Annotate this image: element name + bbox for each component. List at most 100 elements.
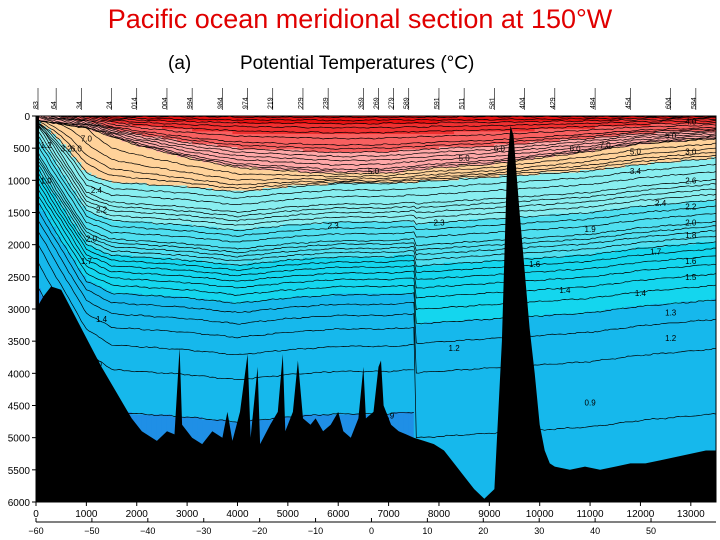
temperature-cell (302, 152, 309, 174)
contour-label: 0.9 (383, 411, 395, 420)
temperature-cell (494, 116, 501, 122)
temperature-cell (272, 260, 279, 300)
temperature-cell (398, 134, 405, 151)
temperature-cell (464, 131, 470, 148)
isotherm-line (36, 121, 716, 199)
temperature-cell (353, 293, 359, 416)
temperature-cell (348, 123, 354, 135)
temperature-cell (101, 288, 108, 405)
temperature-cell (499, 162, 506, 176)
temperature-cell (595, 116, 601, 122)
isotherm-line (88, 116, 716, 125)
temperature-cell (585, 121, 591, 130)
temperature-cell (282, 134, 289, 151)
temperature-cell (605, 149, 611, 169)
temperature-cell (529, 116, 536, 122)
temperature-cell (146, 296, 153, 416)
temperature-cell (444, 262, 450, 323)
contour-label: 4.0 (685, 117, 697, 126)
temperature-cell (313, 152, 319, 174)
temperature-cell (161, 121, 168, 130)
temperature-cell (504, 121, 511, 133)
temperature-cell (489, 260, 495, 320)
temperature-cell (51, 226, 57, 318)
temperature-cell (554, 257, 561, 315)
temperature-cell (690, 139, 697, 161)
temperature-cell (287, 298, 294, 418)
temperature-cell (161, 152, 168, 187)
temperature-cell (207, 116, 213, 122)
temperature-cell (343, 257, 349, 295)
isotherm-line (81, 116, 716, 129)
temperature-cell (257, 123, 264, 135)
temperature-cell (353, 116, 359, 125)
temperature-cell (418, 134, 425, 151)
station-label: 584 (691, 97, 698, 109)
temperature-cell (640, 206, 647, 248)
temperature-cell (428, 123, 435, 135)
temperature-cell (66, 216, 72, 253)
temperature-cell (353, 134, 359, 153)
temperature-cell (383, 134, 390, 153)
temperature-cell (373, 257, 380, 295)
temperature-cell (544, 128, 551, 143)
temperature-cell (197, 226, 203, 261)
temperature-cell (710, 242, 716, 300)
isotherm-line (36, 148, 716, 250)
temperature-cell (146, 221, 153, 259)
temperature-cell (574, 139, 581, 153)
temperature-cell (156, 296, 163, 416)
distance-tick-label: 8000 (428, 509, 451, 520)
temperature-cell (449, 134, 455, 148)
temperature-cell (96, 285, 103, 398)
temperature-cell (282, 149, 289, 171)
temperature-cell (227, 164, 234, 192)
isotherm-line (40, 116, 716, 171)
temperature-cell (388, 116, 395, 125)
temperature-cell (615, 136, 621, 148)
temperature-cell (333, 172, 339, 184)
temperature-cell (645, 144, 652, 166)
temperature-cell (323, 134, 329, 153)
station-label: 269 (374, 97, 381, 109)
temperature-cell (323, 221, 329, 259)
temperature-cell (242, 265, 249, 302)
temperature-cell (121, 131, 128, 143)
isotherm-line (58, 116, 716, 150)
temperature-cell (76, 162, 82, 199)
temperature-cell (373, 152, 380, 174)
temperature-cell (61, 208, 67, 246)
isotherm-line (61, 116, 716, 146)
temperature-cell (383, 172, 390, 184)
temperature-cell (81, 126, 87, 171)
temperature-cell (267, 149, 274, 171)
temperature-cell (297, 185, 304, 225)
temperature-cell (308, 152, 314, 174)
temperature-cell (494, 319, 501, 502)
temperature-cell (595, 311, 601, 502)
temperature-cell (121, 123, 128, 133)
temperature-cell (318, 296, 324, 416)
temperature-cell (343, 116, 349, 125)
temperature-cell (197, 144, 203, 161)
temperature-cell (373, 182, 380, 223)
temperature-cell (323, 296, 329, 416)
temperature-cell (459, 146, 465, 166)
temperature-cell (610, 167, 616, 210)
temperature-cell (640, 247, 647, 308)
temperature-cell (675, 244, 682, 305)
temperature-cell (262, 134, 269, 151)
temperature-cell (277, 188, 284, 228)
temperature-cell (418, 224, 425, 266)
temperature-cell (222, 301, 229, 421)
temperature-cell (474, 116, 480, 122)
temperature-cell (86, 244, 93, 282)
temperature-cell (282, 123, 289, 135)
temperature-cell (222, 146, 229, 166)
temperature-cell (479, 164, 485, 179)
temperature-cell (277, 123, 284, 135)
temperature-cell (645, 247, 652, 308)
temperature-cell (86, 280, 93, 387)
temperature-cell (192, 188, 198, 228)
temperature-cell (207, 131, 213, 145)
